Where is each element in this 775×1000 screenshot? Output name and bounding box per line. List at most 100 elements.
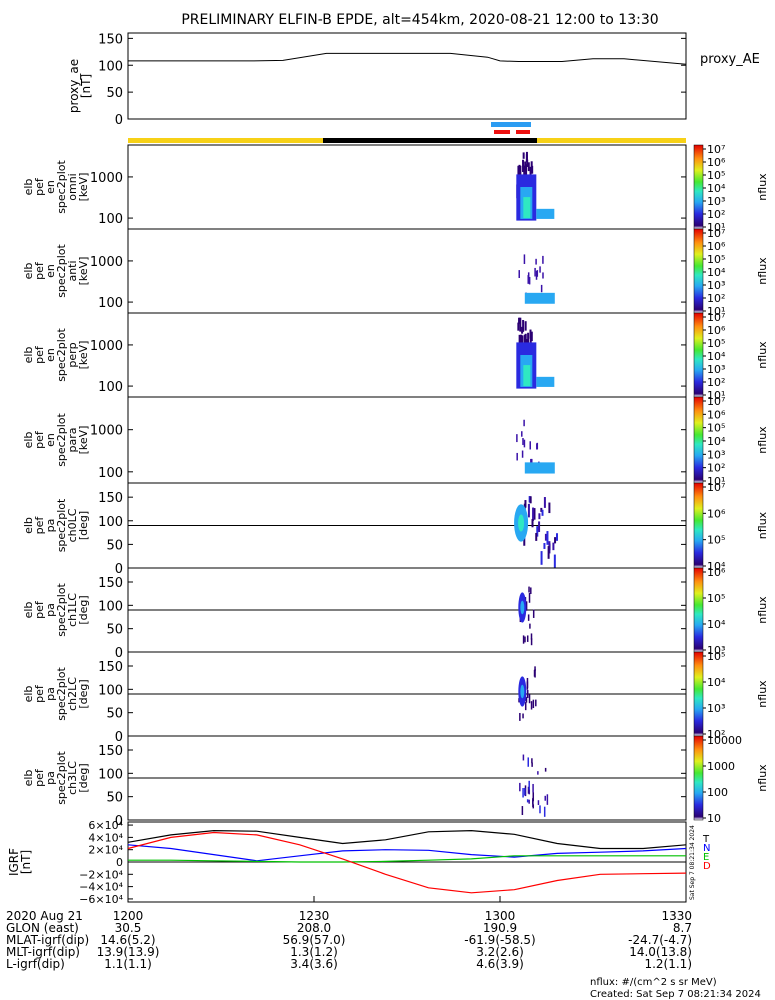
colorbar (693, 228, 704, 314)
spec-pixel (525, 601, 528, 611)
spec-pixel (522, 320, 525, 332)
spec-pixel (528, 789, 531, 795)
spec-pixel (527, 332, 530, 344)
ephemeris-value: 1300 (485, 909, 516, 923)
spec-pixel (519, 317, 522, 332)
spec-pixel (518, 317, 521, 324)
colorbar-label: nflux (756, 257, 769, 285)
colorbar-tick-label: 10⁴ (707, 435, 726, 448)
spec-core (518, 514, 525, 532)
igrf-tick-label: −4×10⁴ (79, 881, 123, 894)
spec-pixel (524, 636, 526, 643)
ylabel-line: spec2plot (55, 160, 68, 214)
ephemeris-row-label: L-igrf(dip) (6, 957, 65, 971)
spec-pixel (529, 166, 532, 175)
spec-pixel (529, 329, 532, 339)
ylabel-line: pef (33, 345, 46, 364)
ylabel-line: [keV] (77, 173, 90, 202)
spec-pixel (518, 698, 520, 703)
colorbar-label: nflux (756, 341, 769, 369)
spec-pixel (531, 762, 533, 767)
svg-text:IGRF: IGRF (7, 848, 21, 876)
panel-axes (127, 312, 687, 398)
spec-pixel (543, 543, 546, 549)
spec-pixel (534, 267, 536, 277)
colorbar (693, 144, 704, 230)
spec-pixel (517, 322, 520, 331)
spec-pixel (528, 592, 531, 603)
spec-pixel (536, 442, 539, 450)
ylabel-line: en (44, 348, 57, 362)
spec-pixel (531, 758, 533, 764)
panel-en_para: 1000100elbpefenspec2plotpara[keV]10⁷10⁶1… (22, 395, 769, 488)
x-axis-ticks (127, 896, 687, 902)
spec-pixel (548, 502, 551, 514)
spec-pixel (517, 165, 520, 180)
panel-en_anti: 1000100elbpefenspec2plotanti[keV]10⁷10⁶1… (22, 227, 769, 318)
ylabel-line: spec2plot (55, 413, 68, 467)
spec-pixel (523, 534, 526, 546)
spec-pixel (530, 638, 533, 646)
colorbar-label: nflux (756, 173, 769, 201)
spec-pixel (525, 154, 528, 162)
colorbar-tick-label: 10⁶ (707, 324, 726, 337)
spec-pixel (532, 609, 535, 618)
colorbar-tick-label: 10² (707, 208, 725, 221)
ylabel-line: elb (22, 602, 35, 619)
ytick-label: 50 (106, 791, 123, 806)
colorbar (693, 396, 704, 484)
colorbar-tick-label: 10⁶ (707, 156, 726, 169)
colorbar-tick-label: 10³ (707, 644, 725, 657)
ephemeris-value: 30.5 (115, 921, 142, 935)
spec-pixel (538, 521, 541, 532)
spec-core (520, 600, 525, 615)
ylabel-line: spec2plot (55, 498, 68, 552)
spec-pixel (530, 633, 533, 640)
spec-pixel (527, 503, 530, 518)
spec-pixel (522, 152, 525, 159)
spec-pixel (524, 787, 526, 796)
ytick-label: 50 (106, 538, 123, 553)
colorbar-tick-label: 100 (707, 786, 728, 799)
spec-pixel (522, 438, 524, 445)
spec-pixel (527, 614, 530, 621)
colorbar-tick-label: 10⁴ (707, 676, 726, 689)
spec-pixel (546, 531, 549, 545)
spec-pixel (518, 270, 520, 279)
ytick-label: 100 (98, 212, 123, 227)
colorbar-tick-label: 10⁴ (707, 266, 726, 279)
colorbar-tick-label: 10⁵ (707, 169, 725, 182)
spec-pixel (529, 441, 531, 450)
spec-core (523, 197, 531, 219)
ylabel-line: pef (33, 261, 46, 280)
ylabel-line: [deg] (77, 679, 90, 708)
ylabel-line: elb (22, 263, 35, 280)
colorbar-tick-label: 10⁵ (707, 534, 725, 547)
ylabel-line: pef (33, 600, 46, 619)
colorbar-tick-label: 10⁵ (707, 422, 725, 435)
spec-tail (524, 462, 555, 474)
spec-pixel (554, 537, 557, 544)
igrf-legend-T: T (702, 834, 710, 845)
spec-pixel (530, 331, 533, 342)
colorbar-tick-label: 10² (707, 376, 725, 389)
ephemeris-row-label: GLON (east) (6, 921, 79, 935)
svg-text:proxy_ae: proxy_ae (67, 59, 81, 113)
proxy-ae-tick-label: 50 (106, 86, 123, 101)
ylabel-line: en (44, 180, 57, 194)
spec-pixel (524, 702, 527, 711)
ephemeris-value: 1.1(1.1) (104, 957, 152, 971)
proxy-ae-tick-label: 0 (115, 113, 123, 128)
spec-pixel (532, 797, 534, 807)
spec-pixel (543, 806, 546, 817)
ylabel-line: ch0LC (66, 508, 79, 542)
panel-axes (127, 144, 687, 230)
colorbar-tick-label: 10¹ (707, 475, 725, 488)
ylabel-line: pef (33, 768, 46, 787)
colorbar-tick-label: 10³ (707, 195, 725, 208)
colorbar-tick-label: 10⁴ (707, 182, 726, 195)
spec-pixel (530, 701, 533, 710)
